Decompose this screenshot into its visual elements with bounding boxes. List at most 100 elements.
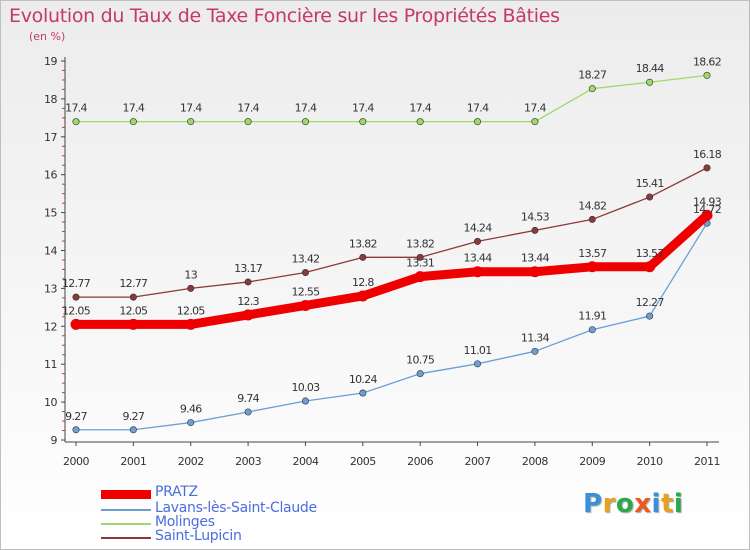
data-point-pratz <box>644 261 656 273</box>
axes: 9 10 11 12 13 14 15 16 17 18 19 2000 2001 2002 2003 200… <box>44 55 721 468</box>
series-line-pratz <box>71 210 712 329</box>
data-point-saint-lupicin <box>588 215 596 223</box>
data-label-lavans-les-saint-claude: 9.74 <box>237 392 259 405</box>
data-point-pratz <box>357 290 369 302</box>
data-label-lavans-les-saint-claude: 11.34 <box>521 331 550 344</box>
logo-letter: i <box>651 489 661 519</box>
y-tick-label: 18 <box>44 93 57 106</box>
series-line-molinges <box>75 74 708 123</box>
data-label-saint-lupicin: 12.77 <box>62 277 91 290</box>
data-point-molinges <box>129 118 137 126</box>
data-point-molinges <box>244 118 252 126</box>
data-label-saint-lupicin: 14.24 <box>464 221 493 234</box>
chart-title: Evolution du Taux de Taxe Foncière sur l… <box>9 5 560 27</box>
data-point-saint-lupicin <box>646 193 654 201</box>
data-label-molinges: 18.62 <box>693 55 721 68</box>
data-label-lavans-les-saint-claude: 12.27 <box>636 296 665 309</box>
data-point-pratz <box>299 299 311 311</box>
y-tick-label: 13 <box>44 282 57 295</box>
data-label-saint-lupicin: 15.41 <box>636 177 664 190</box>
data-point-saint-lupicin <box>301 268 309 276</box>
series-layer <box>70 71 713 434</box>
data-point-lavans-les-saint-claude <box>416 370 424 378</box>
data-point-molinges <box>72 118 80 126</box>
data-label-pratz: 13.31 <box>406 257 434 270</box>
y-tick-label: 17 <box>44 131 57 144</box>
data-label-molinges: 17.4 <box>409 102 431 115</box>
data-label-pratz: 12.55 <box>291 285 320 298</box>
data-point-pratz <box>529 266 541 278</box>
data-point-lavans-les-saint-claude <box>588 326 596 334</box>
proxiti-logo: Proxiti <box>583 489 683 519</box>
legend-swatch <box>101 537 151 539</box>
x-tick-label: 2010 <box>637 455 663 468</box>
data-point-molinges <box>301 118 309 126</box>
y-axis-unit: (en %) <box>29 30 66 43</box>
data-label-pratz: 12.05 <box>177 304 206 317</box>
logo-letter: P <box>583 489 603 519</box>
data-labels-layer: 17.4 17.4 17.4 17.4 17.4 17.4 17.4 17.4 17.4 18.2… <box>62 55 722 422</box>
legend-label: Saint-Lupicin <box>155 528 242 544</box>
y-tick-label: 19 <box>44 55 57 68</box>
y-tick-label: 11 <box>44 358 57 371</box>
data-label-molinges: 17.4 <box>467 102 489 115</box>
data-point-molinges <box>646 78 654 86</box>
y-tick-label: 15 <box>44 207 57 220</box>
x-tick-label: 2005 <box>350 455 376 468</box>
legend-swatch <box>101 509 151 511</box>
data-label-molinges: 17.4 <box>237 102 259 115</box>
data-point-pratz <box>701 209 713 221</box>
data-label-pratz: 12.3 <box>237 295 259 308</box>
data-label-pratz: 14.93 <box>693 195 722 208</box>
y-tick-label: 14 <box>44 245 57 258</box>
y-tick-label: 9 <box>51 434 58 447</box>
legend-label: Lavans-lès-Saint-Claude <box>155 500 317 516</box>
x-tick-label: 2004 <box>292 455 318 468</box>
x-tick-label: 2011 <box>694 455 720 468</box>
data-point-lavans-les-saint-claude <box>646 312 654 320</box>
data-label-lavans-les-saint-claude: 10.24 <box>349 373 378 386</box>
data-point-saint-lupicin <box>703 164 711 172</box>
logo-letter: t <box>660 489 674 519</box>
y-tick-label: 12 <box>44 320 57 333</box>
data-point-lavans-les-saint-claude <box>129 426 137 434</box>
data-label-molinges: 18.44 <box>636 62 665 75</box>
data-point-saint-lupicin <box>129 293 137 301</box>
data-label-pratz: 13.57 <box>578 247 607 260</box>
data-label-pratz: 12.05 <box>119 304 148 317</box>
data-point-saint-lupicin <box>474 237 482 245</box>
data-point-saint-lupicin <box>416 253 424 261</box>
data-label-saint-lupicin: 13.17 <box>234 262 263 275</box>
x-tick-label: 2000 <box>63 455 89 468</box>
data-label-pratz: 13.57 <box>636 247 665 260</box>
data-label-molinges: 17.4 <box>352 102 374 115</box>
data-label-lavans-les-saint-claude: 10.03 <box>291 381 320 394</box>
data-point-pratz <box>70 318 82 330</box>
logo-letter: x <box>634 489 652 519</box>
x-tick-label: 2006 <box>407 455 433 468</box>
data-point-pratz <box>586 261 598 273</box>
data-label-saint-lupicin: 12.77 <box>119 277 148 290</box>
data-label-pratz: 12.05 <box>62 304 91 317</box>
data-point-molinges <box>703 71 711 79</box>
data-label-molinges: 17.4 <box>123 102 145 115</box>
data-label-lavans-les-saint-claude: 9.46 <box>180 403 202 416</box>
data-point-molinges <box>588 85 596 93</box>
legend-swatch <box>101 523 151 525</box>
data-label-molinges: 17.4 <box>295 102 317 115</box>
data-point-lavans-les-saint-claude <box>301 397 309 405</box>
data-label-lavans-les-saint-claude: 10.75 <box>406 354 435 367</box>
data-point-saint-lupicin <box>244 278 252 286</box>
data-label-lavans-les-saint-claude: 11.01 <box>464 344 492 357</box>
x-tick-label: 2003 <box>235 455 261 468</box>
data-point-molinges <box>531 118 539 126</box>
data-point-lavans-les-saint-claude <box>474 360 482 368</box>
data-label-molinges: 17.4 <box>524 102 546 115</box>
x-tick-label: 2007 <box>465 455 491 468</box>
data-point-molinges <box>187 118 195 126</box>
data-label-saint-lupicin: 13.82 <box>406 237 434 250</box>
data-point-pratz <box>472 266 484 278</box>
data-point-pratz <box>185 318 197 330</box>
x-tick-label: 2002 <box>178 455 204 468</box>
